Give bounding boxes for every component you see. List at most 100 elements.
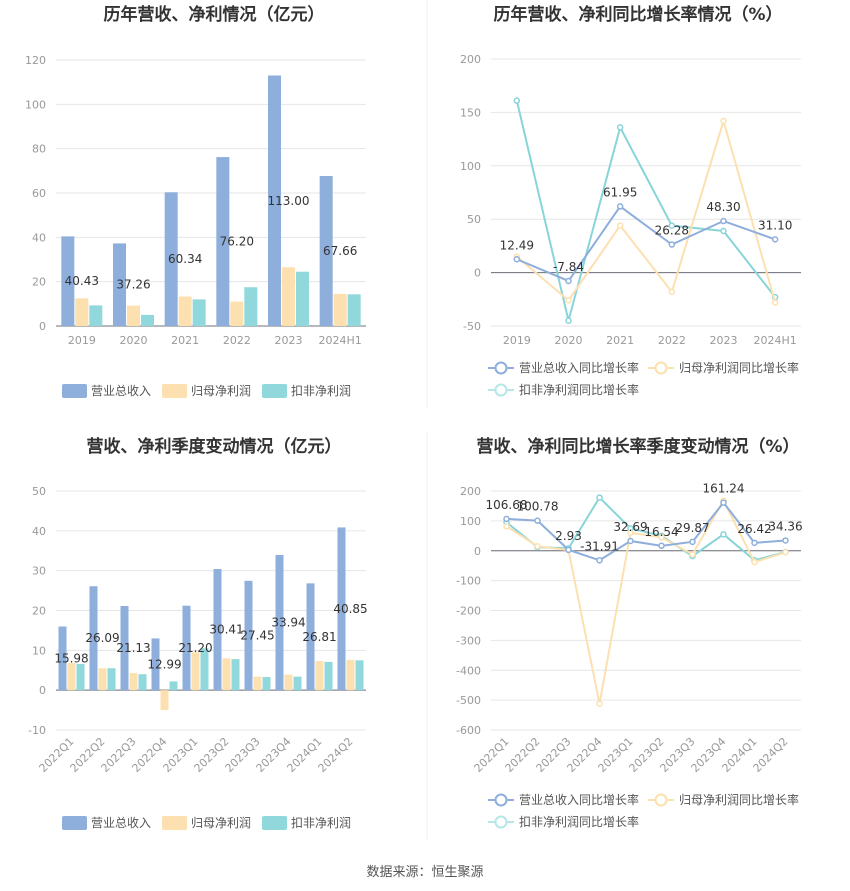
bar-deducted[interactable] <box>296 271 309 326</box>
legend-item-deducted-profit[interactable]: 扣非净利润 <box>262 816 351 830</box>
data-point-deducted_line[interactable] <box>565 317 572 324</box>
bar-net[interactable] <box>282 267 295 326</box>
data-point-deducted_line[interactable] <box>513 97 521 104</box>
data-point-revenue_line[interactable] <box>627 537 634 545</box>
bar-deducted[interactable] <box>262 677 271 691</box>
bar-deducted[interactable] <box>231 659 240 691</box>
bar-net[interactable] <box>178 296 192 326</box>
legend-item-revenue[interactable]: 营业总收入 <box>62 816 151 830</box>
legend-item-net-profit[interactable]: 归母净利润 <box>162 816 251 830</box>
bar-revenue[interactable] <box>113 243 126 326</box>
bar-revenue[interactable] <box>213 569 222 691</box>
data-point-net_line[interactable] <box>751 558 758 566</box>
data-point-revenue_line[interactable] <box>596 557 603 564</box>
legend-item-net-growth[interactable]: 归母净利润同比增长率 <box>648 360 799 375</box>
bar-deducted[interactable] <box>355 660 364 691</box>
bar-net[interactable] <box>253 676 262 691</box>
bar-deducted[interactable] <box>293 676 302 691</box>
bar-net[interactable] <box>346 659 355 691</box>
data-point-net_line[interactable] <box>596 700 603 707</box>
data-point-revenue_line[interactable] <box>782 537 789 544</box>
data-point-deducted_line[interactable] <box>596 494 603 501</box>
bar-net[interactable] <box>160 690 169 711</box>
bar-net[interactable] <box>230 301 244 326</box>
bar-revenue[interactable] <box>268 75 281 327</box>
legend-item-revenue-growth[interactable]: 营业总收入同比增长率 <box>488 360 639 375</box>
data-point-revenue_line[interactable] <box>658 542 665 550</box>
bar-revenue[interactable] <box>182 605 191 691</box>
chart-title-annual-growth: 历年营收、净利同比增长率情况（%） <box>493 4 782 25</box>
bar-deducted[interactable] <box>76 663 85 691</box>
data-point-revenue_line[interactable] <box>668 241 676 248</box>
legend-item-net-growth[interactable]: 归母净利润同比增长率 <box>648 792 799 807</box>
bar-revenue[interactable] <box>58 626 67 691</box>
data-point-deducted_line[interactable] <box>668 222 676 229</box>
bar-revenue[interactable] <box>337 527 346 691</box>
x-tick-label: 2024Q2 <box>316 735 356 775</box>
legend-item-deducted-growth[interactable]: 扣非净利润同比增长率 <box>488 814 639 829</box>
bar-revenue[interactable] <box>89 586 98 691</box>
data-point-net_line[interactable] <box>771 299 779 306</box>
bar-revenue[interactable] <box>164 192 178 326</box>
bar-revenue[interactable] <box>151 638 160 691</box>
legend-item-deducted-profit[interactable]: 扣非净利润 <box>262 384 351 398</box>
data-point-deducted_line[interactable] <box>720 531 727 538</box>
bar-revenue[interactable] <box>61 236 75 326</box>
legend-item-deducted-growth[interactable]: 扣非净利润同比增长率 <box>488 382 639 397</box>
bar-deducted[interactable] <box>138 674 147 691</box>
bar-deducted[interactable] <box>169 681 178 691</box>
data-point-net_line[interactable] <box>616 222 624 229</box>
bar-revenue[interactable] <box>306 583 315 691</box>
legend-item-net-profit[interactable]: 归母净利润 <box>162 384 251 398</box>
legend-item-revenue-growth[interactable]: 营业总收入同比增长率 <box>488 792 639 807</box>
data-point-net_line[interactable] <box>689 551 696 558</box>
data-point-net_line[interactable] <box>782 548 789 556</box>
bar-net[interactable] <box>67 663 76 691</box>
bar-deducted[interactable] <box>347 294 361 326</box>
data-point-revenue_line[interactable] <box>513 256 521 263</box>
bar-deducted[interactable] <box>324 661 333 691</box>
data-point-net_line[interactable] <box>720 117 727 125</box>
data-point-deducted_line[interactable] <box>720 227 727 235</box>
bar-deducted[interactable] <box>89 305 103 326</box>
bar-revenue[interactable] <box>216 157 230 326</box>
data-point-deducted_line[interactable] <box>616 124 624 131</box>
data-point-revenue_line[interactable] <box>616 203 624 210</box>
bar-deducted[interactable] <box>244 287 258 326</box>
bar-revenue[interactable] <box>120 605 129 691</box>
bar-deducted[interactable] <box>192 299 206 326</box>
data-point-revenue_line[interactable] <box>689 538 696 546</box>
bar-deducted[interactable] <box>200 648 209 691</box>
bar-net[interactable] <box>191 652 200 691</box>
bar-deducted[interactable] <box>141 314 154 326</box>
data-point-net_line[interactable] <box>565 297 572 304</box>
bar-net[interactable] <box>284 674 293 691</box>
bar-net[interactable] <box>222 658 231 691</box>
data-point-revenue_line[interactable] <box>503 515 510 523</box>
bar-revenue[interactable] <box>275 554 284 691</box>
bar-net[interactable] <box>129 673 138 691</box>
data-point-revenue_line[interactable] <box>751 539 758 547</box>
legend-annual-growth: 营业总收入同比增长率 归母净利润同比增长率 扣非净利润同比增长率 <box>488 360 799 397</box>
data-point-net_line[interactable] <box>534 543 541 550</box>
data-point-net_line[interactable] <box>627 529 634 537</box>
bar-net[interactable] <box>333 293 347 326</box>
data-point-revenue_line[interactable] <box>565 546 572 554</box>
data-point-revenue_line[interactable] <box>720 217 727 225</box>
bar-net[interactable] <box>75 298 89 326</box>
data-point-revenue_line[interactable] <box>720 499 727 506</box>
data-point-revenue_line[interactable] <box>771 236 779 243</box>
bar-net[interactable] <box>127 305 140 326</box>
data-point-net_line[interactable] <box>658 534 665 541</box>
bar-deducted[interactable] <box>107 668 116 691</box>
bar-revenue[interactable] <box>244 580 253 691</box>
legend-item-revenue[interactable]: 营业总收入 <box>62 384 151 398</box>
data-point-revenue_line[interactable] <box>565 277 572 285</box>
data-point-revenue_line[interactable] <box>534 517 541 524</box>
bar-net[interactable] <box>315 661 324 691</box>
bar-revenue[interactable] <box>319 176 333 326</box>
data-point-net_line[interactable] <box>503 523 510 530</box>
data-point-net_line[interactable] <box>668 288 676 296</box>
bar-net[interactable] <box>98 668 107 691</box>
legend-marker <box>654 361 668 375</box>
